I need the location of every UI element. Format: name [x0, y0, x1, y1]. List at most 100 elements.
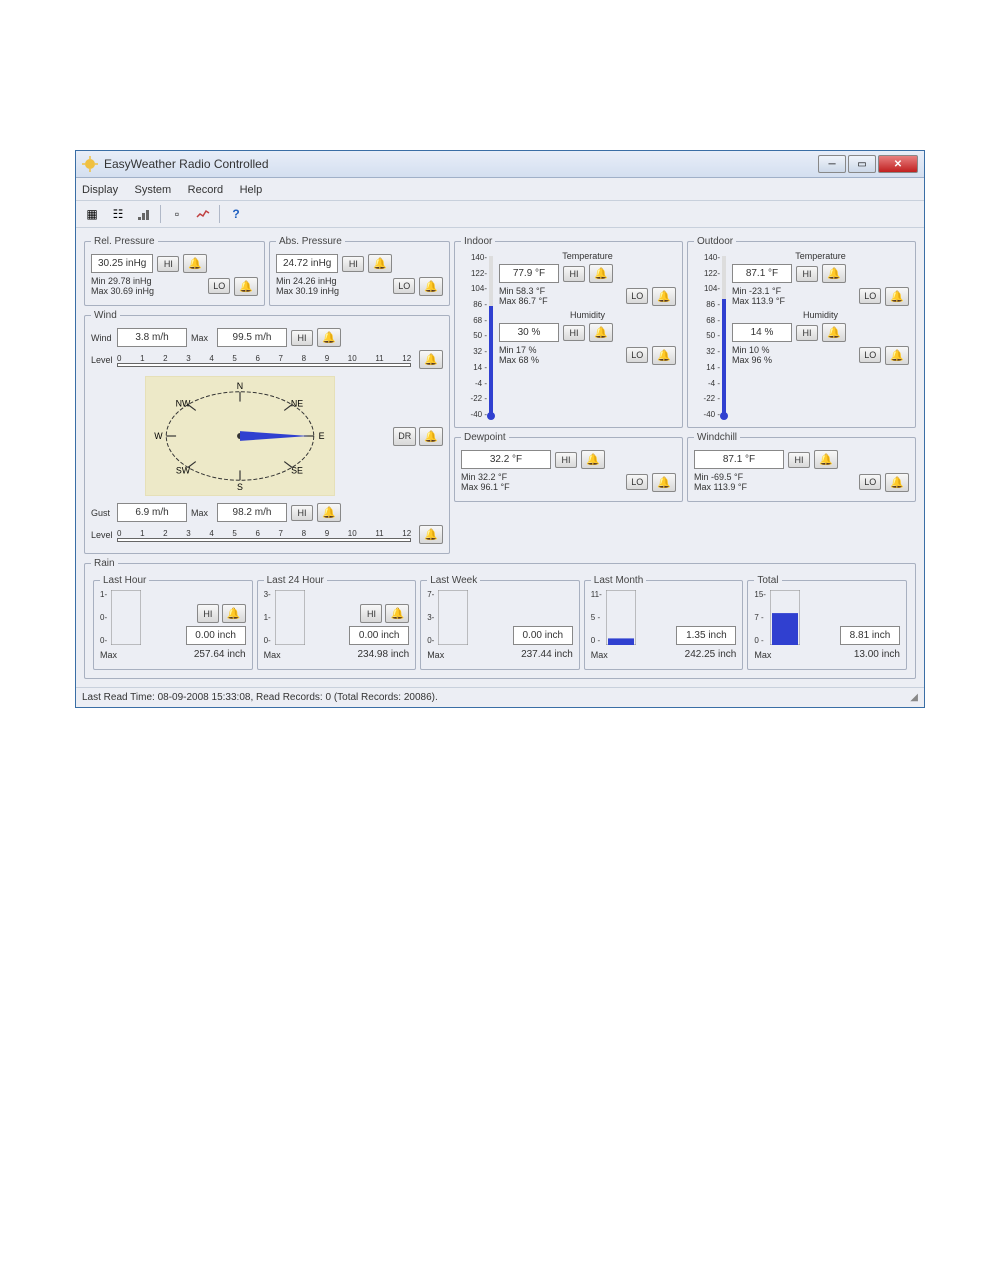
right-column: Indoor 140-122-104-86 -68 -50 -32 -14 --… [452, 234, 918, 556]
indoor-hum-hi-button[interactable]: HI [563, 325, 585, 341]
wind-compass: N NE E SE S SW W NW [145, 376, 335, 496]
left-column: Rel. Pressure 30.25 inHg HI 🔔 Min 29.78 … [82, 234, 452, 556]
outdoor-temp-max: 113.9 °F [752, 296, 785, 306]
menu-display[interactable]: Display [82, 184, 118, 196]
dewpoint-legend: Dewpoint [461, 432, 509, 443]
outdoor-hum-title: Humidity [732, 310, 909, 320]
dewpoint-value: 32.2 °F [461, 450, 551, 469]
indoor-temp-hi-button[interactable]: HI [563, 266, 585, 282]
alarm-icon[interactable]: 🔔 [885, 473, 909, 492]
indoor-temp-lo-button[interactable]: LO [626, 288, 648, 304]
alarm-icon[interactable]: 🔔 [419, 427, 443, 446]
outdoor-hum-hi-button[interactable]: HI [796, 325, 818, 341]
content-area: Rel. Pressure 30.25 inHg HI 🔔 Min 29.78 … [76, 228, 924, 687]
alarm-icon[interactable]: 🔔 [652, 346, 676, 365]
alarm-icon[interactable]: 🔔 [317, 328, 341, 347]
gust-hi-button[interactable]: HI [291, 505, 313, 521]
menu-system[interactable]: System [135, 184, 172, 196]
rain-last_month-value: 1.35 inch [676, 626, 736, 645]
indoor-thermometer-scale: 140-122-104-86 -68 -50 -32 -14 --4 --22 … [461, 251, 487, 421]
windchill-group: Windchill 87.1 °FHI🔔 Min -69.5 °FMax 113… [687, 432, 916, 502]
dewpoint-hi-button[interactable]: HI [555, 452, 577, 468]
toolbar-btn-1[interactable]: ▦ [82, 204, 102, 224]
indoor-hum-lo-button[interactable]: LO [626, 347, 648, 363]
rain-last_month-legend: Last Month [591, 575, 646, 586]
maximize-button[interactable]: ▭ [848, 155, 876, 173]
toolbar-separator [160, 205, 161, 223]
gust-value: 6.9 m/h [117, 503, 187, 522]
menu-record[interactable]: Record [188, 184, 223, 196]
alarm-icon[interactable]: 🔔 [652, 473, 676, 492]
alarm-icon[interactable]: 🔔 [589, 264, 613, 283]
alarm-icon[interactable]: 🔔 [581, 450, 605, 469]
indoor-group: Indoor 140-122-104-86 -68 -50 -32 -14 --… [454, 236, 683, 428]
abs-pressure-hi-button[interactable]: HI [342, 256, 364, 272]
alarm-icon[interactable]: 🔔 [368, 254, 392, 273]
rel-pressure-lo-button[interactable]: LO [208, 278, 230, 294]
alarm-icon[interactable]: 🔔 [814, 450, 838, 469]
alarm-icon[interactable]: 🔔 [234, 277, 258, 296]
alarm-icon[interactable]: 🔔 [589, 323, 613, 342]
alarm-icon[interactable]: 🔔 [222, 604, 246, 623]
rain-last_hour-legend: Last Hour [100, 575, 149, 586]
abs-pressure-value: 24.72 inHg [276, 254, 338, 273]
menu-help[interactable]: Help [240, 184, 263, 196]
indoor-hum-value: 30 % [499, 323, 559, 342]
rain-last_24-legend: Last 24 Hour [264, 575, 327, 586]
abs-min-label: Min [276, 276, 291, 286]
gust-level-label: Level [91, 530, 113, 540]
outdoor-temp-title: Temperature [732, 251, 909, 261]
toolbar-btn-2[interactable]: ☷ [108, 204, 128, 224]
outdoor-hum-max: 96 % [752, 355, 773, 365]
toolbar-btn-5[interactable] [193, 204, 213, 224]
rel-pressure-hi-button[interactable]: HI [157, 256, 179, 272]
rain-last_hour-hi-button[interactable]: HI [197, 604, 219, 623]
alarm-icon[interactable]: 🔔 [885, 287, 909, 306]
toolbar-btn-4[interactable]: ▫ [167, 204, 187, 224]
outdoor-temp-lo-button[interactable]: LO [859, 288, 881, 304]
alarm-icon[interactable]: 🔔 [419, 350, 443, 369]
indoor-temp-value: 77.9 °F [499, 264, 559, 283]
alarm-icon[interactable]: 🔔 [419, 525, 443, 544]
rel-min-label: Min [91, 276, 106, 286]
outdoor-thermometer [720, 251, 728, 421]
compass-n: N [237, 381, 243, 391]
abs-pressure-lo-button[interactable]: LO [393, 278, 415, 294]
rain-legend: Rain [91, 558, 118, 569]
compass-ne: NE [291, 399, 303, 409]
alarm-icon[interactable]: 🔔 [822, 323, 846, 342]
alarm-icon[interactable]: 🔔 [652, 287, 676, 306]
alarm-icon[interactable]: 🔔 [822, 264, 846, 283]
resize-grip[interactable]: ◢ [910, 692, 918, 703]
alarm-icon[interactable]: 🔔 [385, 604, 409, 623]
outdoor-group: Outdoor 140-122-104-86 -68 -50 -32 -14 -… [687, 236, 916, 428]
wind-hi-button[interactable]: HI [291, 330, 313, 346]
rain-last_month: Last Month11-5 -0 -1.35 inchMax242.25 in… [584, 575, 744, 670]
alarm-icon[interactable]: 🔔 [317, 503, 341, 522]
alarm-icon[interactable]: 🔔 [885, 346, 909, 365]
toolbar-btn-3[interactable] [134, 204, 154, 224]
wind-dr-button[interactable]: DR [393, 427, 416, 446]
rel-pressure-legend: Rel. Pressure [91, 236, 158, 247]
rain-last_week: Last Week7-3-0-0.00 inchMax237.44 inch [420, 575, 580, 670]
rain-group: Rain Last Hour1-0-0-HI🔔0.00 inchMax257.6… [84, 558, 916, 679]
rain-last_hour-max: 257.64 inch [126, 649, 246, 660]
rain-last_24-hi-button[interactable]: HI [360, 604, 382, 623]
close-button[interactable]: ✕ [878, 155, 918, 173]
minimize-button[interactable]: ─ [818, 155, 846, 173]
window-controls: ─ ▭ ✕ [818, 155, 918, 173]
help-icon[interactable]: ? [226, 204, 246, 224]
outdoor-temp-hi-button[interactable]: HI [796, 266, 818, 282]
alarm-icon[interactable]: 🔔 [183, 254, 207, 273]
windchill-legend: Windchill [694, 432, 740, 443]
dewpoint-lo-button[interactable]: LO [626, 474, 648, 490]
wind-max-value: 99.5 m/h [217, 328, 287, 347]
outdoor-hum-lo-button[interactable]: LO [859, 347, 881, 363]
outdoor-thermometer-scale: 140-122-104-86 -68 -50 -32 -14 --4 --22 … [694, 251, 720, 421]
alarm-icon[interactable]: 🔔 [419, 277, 443, 296]
rel-pressure-value: 30.25 inHg [91, 254, 153, 273]
windchill-lo-button[interactable]: LO [859, 474, 881, 490]
windchill-hi-button[interactable]: HI [788, 452, 810, 468]
rain-last_24-value: 0.00 inch [349, 626, 409, 645]
indoor-thermometer [487, 251, 495, 421]
